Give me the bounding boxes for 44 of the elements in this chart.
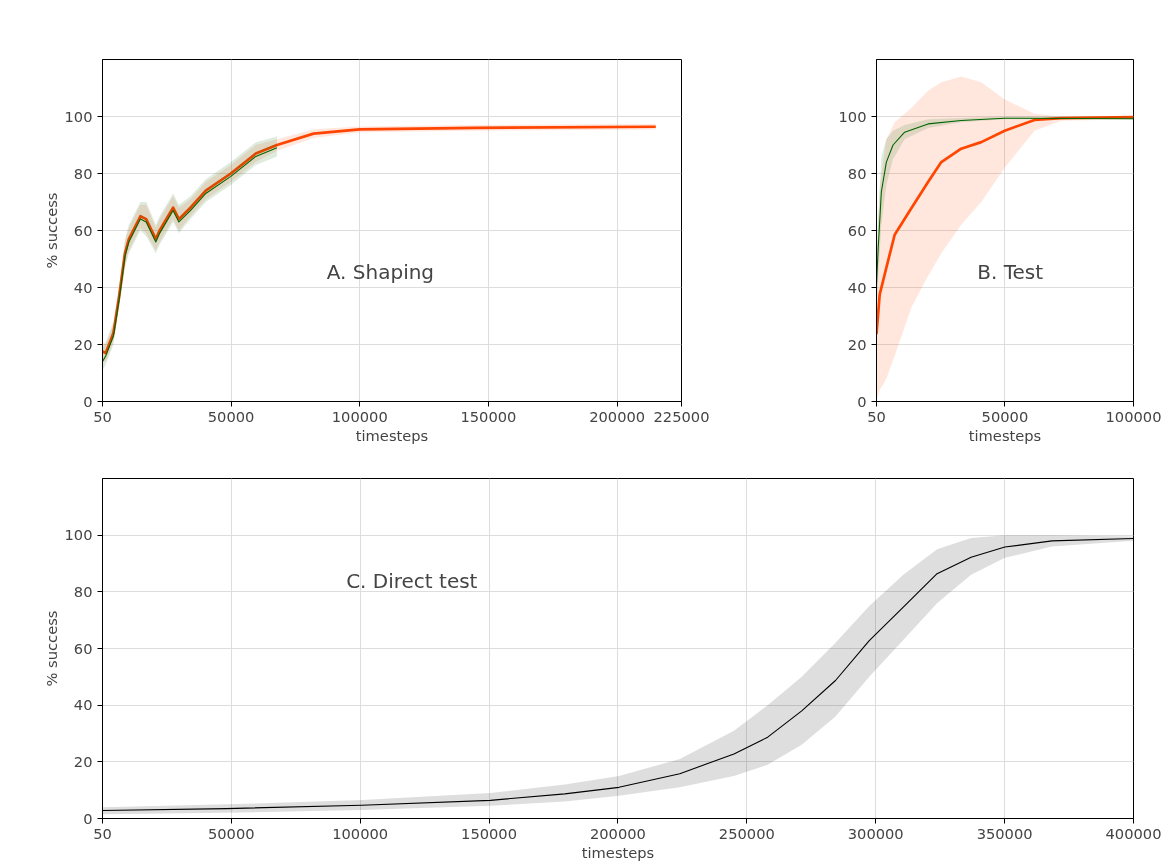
y-tick-label: 0	[857, 392, 867, 410]
y-tick-label: 40	[73, 696, 93, 714]
annotation: C. Direct test	[346, 568, 478, 593]
y-tick-label: 20	[847, 335, 867, 353]
x-tick-label: 50000	[981, 407, 1029, 425]
y-tick-label: 80	[73, 582, 93, 600]
y-tick-label: 60	[73, 221, 93, 239]
x-axis-title: timesteps	[355, 426, 429, 444]
y-tick-label: 100	[64, 526, 93, 544]
x-tick-label: 50	[867, 407, 886, 425]
y-tick-label: 40	[73, 278, 93, 296]
x-tick-label: 200000	[589, 407, 646, 425]
y-axis-title: % success	[42, 192, 60, 269]
y-tick-label: 60	[847, 221, 867, 239]
x-tick-label: 300000	[847, 824, 904, 842]
x-tick-label: 150000	[460, 407, 517, 425]
x-tick-label: 400000	[1105, 824, 1162, 842]
y-tick-label: 80	[847, 164, 867, 182]
x-tick-label: 250000	[718, 824, 775, 842]
x-axis-title: timesteps	[968, 426, 1042, 444]
x-tick-label: 225000	[653, 407, 710, 425]
y-tick-label: 20	[73, 335, 93, 353]
x-axis-title: timesteps	[581, 843, 655, 861]
x-tick-label: 50	[93, 824, 112, 842]
y-tick-label: 60	[73, 639, 93, 657]
x-tick-label: 50000	[207, 407, 255, 425]
x-tick-label: 200000	[589, 824, 646, 842]
y-tick-label: 40	[847, 278, 867, 296]
annotation: A. Shaping	[326, 259, 435, 284]
y-tick-label: 100	[838, 107, 867, 125]
x-tick-label: 50	[93, 407, 112, 425]
y-tick-label: 20	[73, 752, 93, 770]
x-tick-label: 50000	[207, 824, 255, 842]
y-tick-label: 100	[64, 107, 93, 125]
x-tick-label: 100000	[331, 407, 388, 425]
x-tick-label: 100000	[332, 824, 389, 842]
y-tick-label: 0	[83, 809, 93, 827]
y-tick-label: 80	[73, 164, 93, 182]
y-axis-title: % success	[42, 610, 60, 687]
y-tick-label: 0	[83, 392, 93, 410]
annotation: B. Test	[977, 259, 1044, 284]
x-tick-label: 150000	[461, 824, 518, 842]
x-tick-label: 350000	[976, 824, 1033, 842]
x-tick-label: 100000	[1105, 407, 1162, 425]
